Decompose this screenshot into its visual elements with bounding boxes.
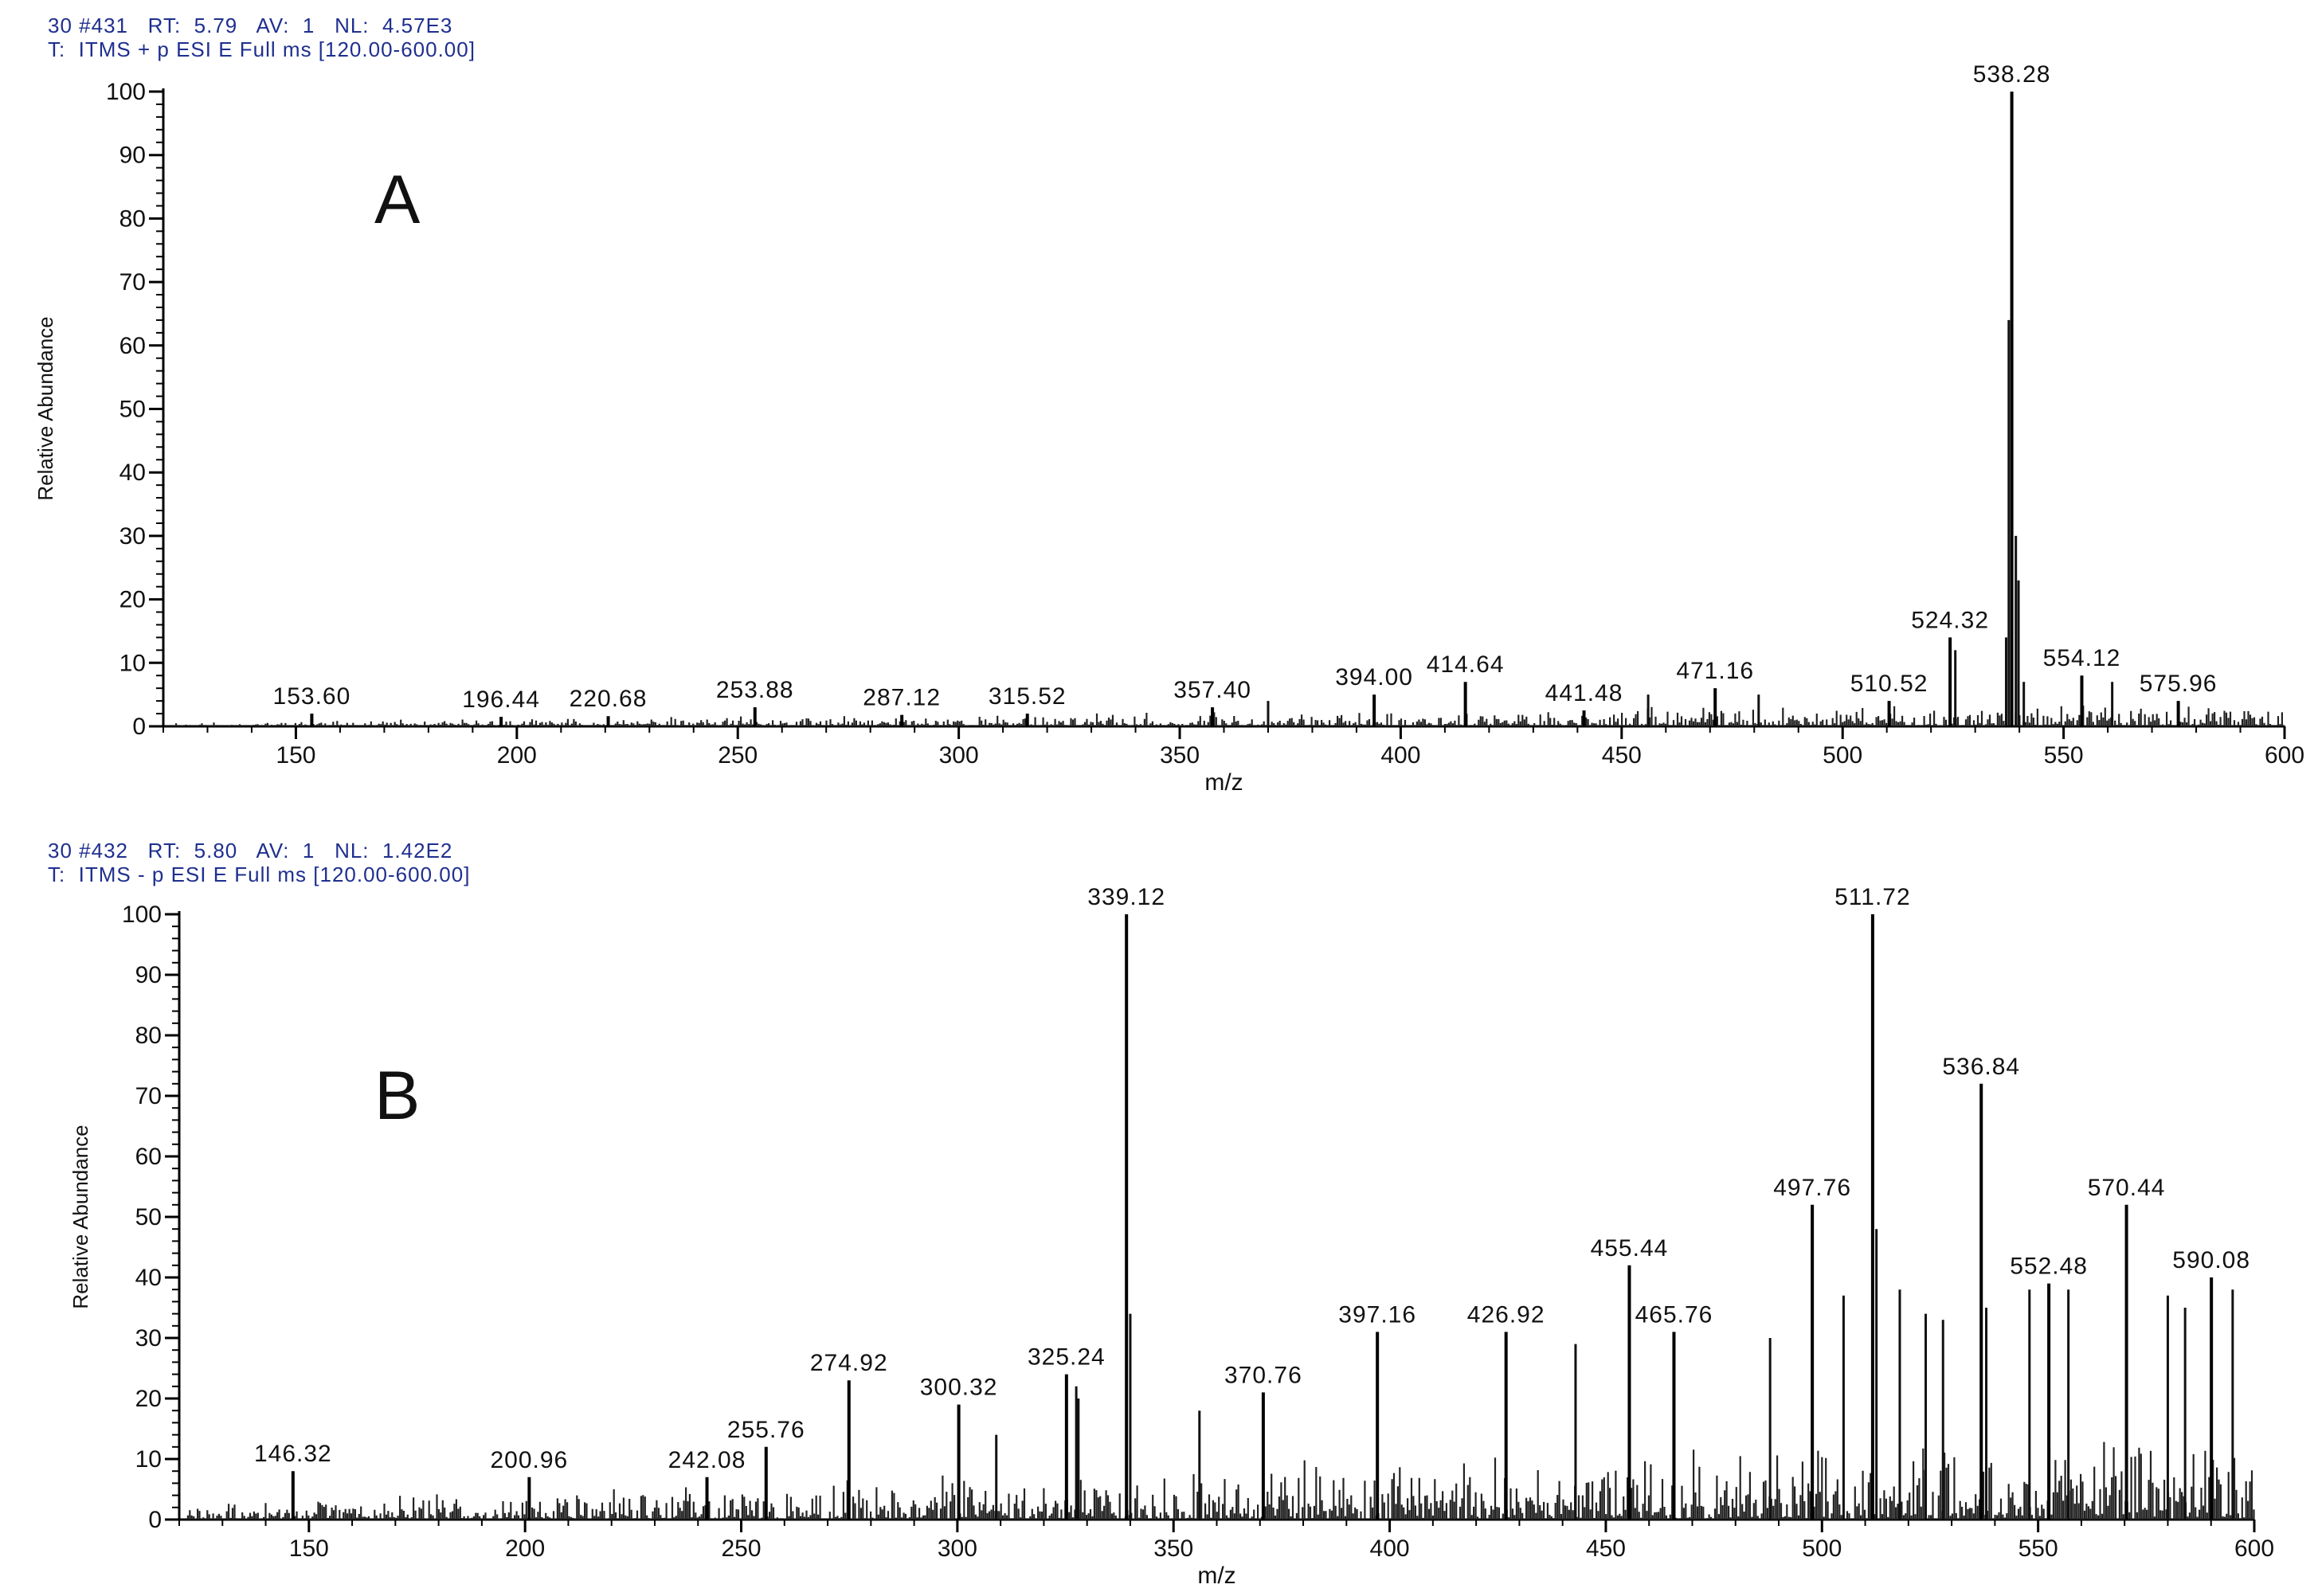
peak-label: 146.32 — [254, 1441, 332, 1467]
peak-label: 510.52 — [1850, 671, 1928, 697]
peak-label: 253.88 — [716, 677, 794, 703]
peak-label: 570.44 — [2088, 1175, 2166, 1201]
x-tick-label: 300 — [938, 1535, 977, 1562]
panel-label: A — [374, 162, 421, 238]
x-tick-label: 200 — [497, 742, 537, 769]
y-tick-label: 80 — [135, 1023, 162, 1049]
peak-label: 552.48 — [2010, 1254, 2088, 1280]
y-axis-label: Relative Abundance — [33, 316, 57, 500]
peak-label: 287.12 — [863, 685, 941, 711]
x-tick-label: 450 — [1602, 742, 1642, 769]
y-tick-label: 0 — [148, 1507, 162, 1533]
y-tick-label: 50 — [119, 397, 146, 423]
y-tick-label: 80 — [119, 205, 146, 232]
scan-header: 30 #432 RT: 5.80 AV: 1 NL: 1.42E2 — [48, 839, 453, 863]
y-tick-label: 90 — [119, 143, 146, 169]
peak-label: 426.92 — [1467, 1301, 1545, 1328]
peak-label: 536.84 — [1942, 1054, 2020, 1080]
peak-label: 414.64 — [1427, 651, 1505, 678]
y-tick-label: 30 — [119, 523, 146, 550]
y-tick-label: 90 — [135, 962, 162, 988]
peak-label: 575.96 — [2140, 671, 2218, 697]
peak-label: 497.76 — [1773, 1175, 1851, 1201]
y-tick-label: 100 — [106, 79, 146, 105]
y-tick-label: 10 — [135, 1446, 162, 1473]
scan-header: 30 #431 RT: 5.79 AV: 1 NL: 4.57E3 — [48, 14, 453, 37]
y-tick-label: 30 — [135, 1325, 162, 1352]
spectrum-plot: 0 10 20 30 40 50 60 70 80 90 100 150 200 250 300 350 400… — [69, 884, 2274, 1589]
spectrum-panel-a: 30 #431 RT: 5.79 AV: 1 NL: 4.57E3 T: ITM… — [0, 0, 2318, 796]
x-tick-label: 250 — [718, 742, 758, 769]
x-tick-label: 500 — [1802, 1535, 1842, 1562]
peak-label: 554.12 — [2043, 645, 2121, 671]
peak-label: 394.00 — [1335, 664, 1413, 690]
y-tick-label: 50 — [135, 1204, 162, 1230]
y-tick-label: 70 — [119, 269, 146, 295]
scan-filter: T: ITMS + p ESI E Full ms [120.00-600.00… — [48, 37, 476, 61]
peak-label: 196.44 — [462, 687, 540, 713]
peak-label: 200.96 — [490, 1447, 568, 1473]
peak-label: 325.24 — [1028, 1344, 1106, 1371]
peak-label: 255.76 — [727, 1417, 805, 1443]
peak-label: 538.28 — [1973, 61, 2051, 88]
peak-label: 153.60 — [273, 683, 351, 710]
x-tick-label: 200 — [505, 1535, 545, 1562]
peak-label: 397.16 — [1338, 1301, 1416, 1328]
y-tick-label: 20 — [119, 587, 146, 613]
x-axis-label: m/z — [1197, 1563, 1235, 1589]
x-tick-label: 450 — [1586, 1535, 1626, 1562]
spectrum-panel-b: 30 #432 RT: 5.80 AV: 1 NL: 1.42E2 T: ITM… — [0, 828, 2318, 1596]
peak-label: 370.76 — [1224, 1362, 1302, 1388]
x-tick-label: 600 — [2234, 1535, 2274, 1562]
x-tick-label: 600 — [2265, 742, 2304, 769]
x-tick-label: 500 — [1823, 742, 1862, 769]
x-axis-label: m/z — [1204, 769, 1243, 796]
peak-label: 511.72 — [1834, 884, 1911, 910]
panel-label: B — [374, 1058, 420, 1134]
y-tick-label: 10 — [119, 650, 146, 676]
x-tick-label: 300 — [939, 742, 979, 769]
y-axis-label: Relative Abundance — [69, 1125, 92, 1308]
x-tick-label: 550 — [2044, 742, 2084, 769]
y-tick-label: 70 — [135, 1083, 162, 1109]
y-tick-label: 100 — [122, 902, 162, 928]
x-tick-label: 350 — [1160, 742, 1200, 769]
y-tick-label: 20 — [135, 1386, 162, 1412]
peak-label: 315.52 — [989, 683, 1067, 710]
peak-label: 242.08 — [668, 1447, 746, 1473]
y-tick-label: 60 — [119, 333, 146, 359]
peak-label: 471.16 — [1676, 658, 1754, 684]
y-tick-label: 0 — [132, 714, 146, 740]
peak-label: 339.12 — [1087, 884, 1165, 910]
x-tick-label: 150 — [289, 1535, 329, 1562]
y-tick-label: 40 — [135, 1265, 162, 1291]
peak-label: 300.32 — [920, 1375, 998, 1401]
spectrum-noise — [175, 706, 2285, 726]
peak-label: 441.48 — [1545, 680, 1623, 706]
peak-label: 455.44 — [1591, 1235, 1669, 1262]
scan-filter: T: ITMS - p ESI E Full ms [120.00-600.00… — [48, 863, 471, 886]
y-tick-label: 60 — [135, 1144, 162, 1170]
peak-label: 274.92 — [810, 1350, 888, 1376]
spectrum-noise — [186, 1441, 2255, 1520]
peak-label: 465.76 — [1635, 1301, 1713, 1328]
x-tick-label: 400 — [1380, 742, 1420, 769]
peak-label: 590.08 — [2172, 1247, 2250, 1273]
peak-label: 220.68 — [570, 686, 648, 712]
x-tick-label: 400 — [1370, 1535, 1410, 1562]
x-tick-label: 250 — [721, 1535, 761, 1562]
x-tick-label: 550 — [2018, 1535, 2058, 1562]
x-tick-label: 350 — [1153, 1535, 1193, 1562]
peak-label: 357.40 — [1173, 677, 1251, 703]
x-tick-label: 150 — [276, 742, 315, 769]
peak-label: 524.32 — [1911, 607, 1989, 633]
y-tick-label: 40 — [119, 460, 146, 486]
spectrum-plot: 0 10 20 30 40 50 60 70 80 90 100 150 200 250 300 350 400… — [33, 61, 2304, 796]
